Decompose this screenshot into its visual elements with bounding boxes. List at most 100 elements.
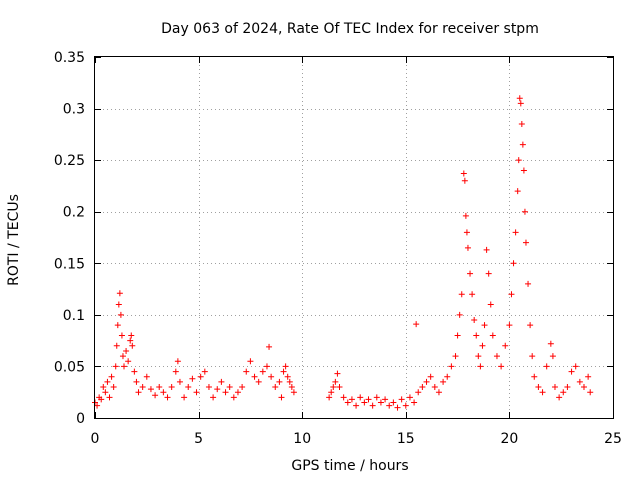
- data-point: [587, 389, 594, 396]
- data-point: [525, 280, 532, 287]
- x-tick-label: 20: [500, 431, 518, 447]
- data-point: [485, 270, 492, 277]
- data-point: [531, 373, 538, 380]
- data-point: [456, 311, 463, 318]
- data-point: [181, 394, 188, 401]
- data-point: [521, 208, 528, 215]
- data-point: [512, 229, 519, 236]
- data-point: [340, 394, 347, 401]
- data-point: [193, 389, 200, 396]
- y-tick-label: 0.15: [54, 256, 85, 272]
- y-tick-label: 0.2: [63, 205, 85, 221]
- data-point: [135, 389, 142, 396]
- data-point: [543, 363, 550, 370]
- y-tick-label: 0.25: [54, 153, 85, 169]
- data-point: [580, 384, 587, 391]
- data-point: [344, 399, 351, 406]
- data-point: [572, 363, 579, 370]
- data-point: [458, 291, 465, 298]
- data-point: [189, 375, 196, 382]
- data-point: [243, 368, 250, 375]
- data-point: [272, 384, 279, 391]
- data-point: [560, 389, 567, 396]
- data-point: [522, 239, 529, 246]
- data-point: [139, 384, 146, 391]
- data-point: [117, 311, 124, 318]
- data-point: [234, 389, 241, 396]
- data-point: [585, 373, 592, 380]
- data-point: [564, 384, 571, 391]
- data-point: [185, 384, 192, 391]
- data-point: [517, 100, 524, 107]
- data-point: [116, 290, 123, 297]
- x-tick-label: 5: [194, 431, 203, 447]
- y-axis-label: ROTI / TECUs: [6, 194, 22, 286]
- x-tick-label: 10: [293, 431, 311, 447]
- data-point: [461, 177, 468, 184]
- data-point: [259, 368, 266, 375]
- data-point: [576, 378, 583, 385]
- data-point: [402, 402, 409, 409]
- data-point: [529, 353, 536, 360]
- data-point: [123, 347, 130, 354]
- data-point: [282, 363, 289, 370]
- data-point: [382, 396, 389, 403]
- data-point: [284, 373, 291, 380]
- data-point: [427, 373, 434, 380]
- data-point: [128, 332, 135, 339]
- data-point: [547, 340, 554, 347]
- data-point: [423, 378, 430, 385]
- chart-title: Day 063 of 2024, Rate Of TEC Index for r…: [161, 21, 539, 37]
- data-point: [413, 321, 420, 328]
- data-point: [176, 378, 183, 385]
- data-point: [110, 384, 117, 391]
- data-point: [286, 378, 293, 385]
- data-point: [454, 332, 461, 339]
- data-point: [467, 270, 474, 277]
- data-point: [222, 389, 229, 396]
- data-point: [160, 389, 167, 396]
- data-point: [518, 121, 525, 128]
- data-point: [251, 373, 258, 380]
- grid-layer: [95, 57, 613, 418]
- data-point: [94, 402, 101, 409]
- y-tick-label: 0.35: [54, 50, 85, 66]
- data-point: [98, 396, 105, 403]
- data-point: [556, 394, 563, 401]
- data-point: [174, 358, 181, 365]
- data-point: [489, 332, 496, 339]
- data-point: [373, 394, 380, 401]
- data-point: [415, 389, 422, 396]
- ticks-layer: 0 5 10 15 20 25 0 0.05 0.1 0.15 0.2 0.25 0.3 0.35: [54, 50, 622, 447]
- data-point: [516, 95, 523, 102]
- data-point: [369, 402, 376, 409]
- data-point: [506, 322, 513, 329]
- data-point: [197, 373, 204, 380]
- data-point: [394, 404, 401, 411]
- data-point: [365, 396, 372, 403]
- data-point: [263, 363, 270, 370]
- data-point: [460, 170, 467, 177]
- data-point: [100, 384, 107, 391]
- data-point: [147, 386, 154, 393]
- data-point: [106, 394, 113, 401]
- data-point: [520, 167, 527, 174]
- data-point: [479, 342, 486, 349]
- data-point: [361, 399, 368, 406]
- data-point: [129, 342, 136, 349]
- data-point: [498, 363, 505, 370]
- data-point: [431, 384, 438, 391]
- data-point: [201, 368, 208, 375]
- data-point: [411, 399, 418, 406]
- data-point: [278, 394, 285, 401]
- data-point: [156, 384, 163, 391]
- data-point: [398, 396, 405, 403]
- data-point: [230, 394, 237, 401]
- data-point: [406, 394, 413, 401]
- data-point: [514, 188, 521, 195]
- data-point: [487, 301, 494, 308]
- data-point: [551, 384, 558, 391]
- data-point: [493, 353, 500, 360]
